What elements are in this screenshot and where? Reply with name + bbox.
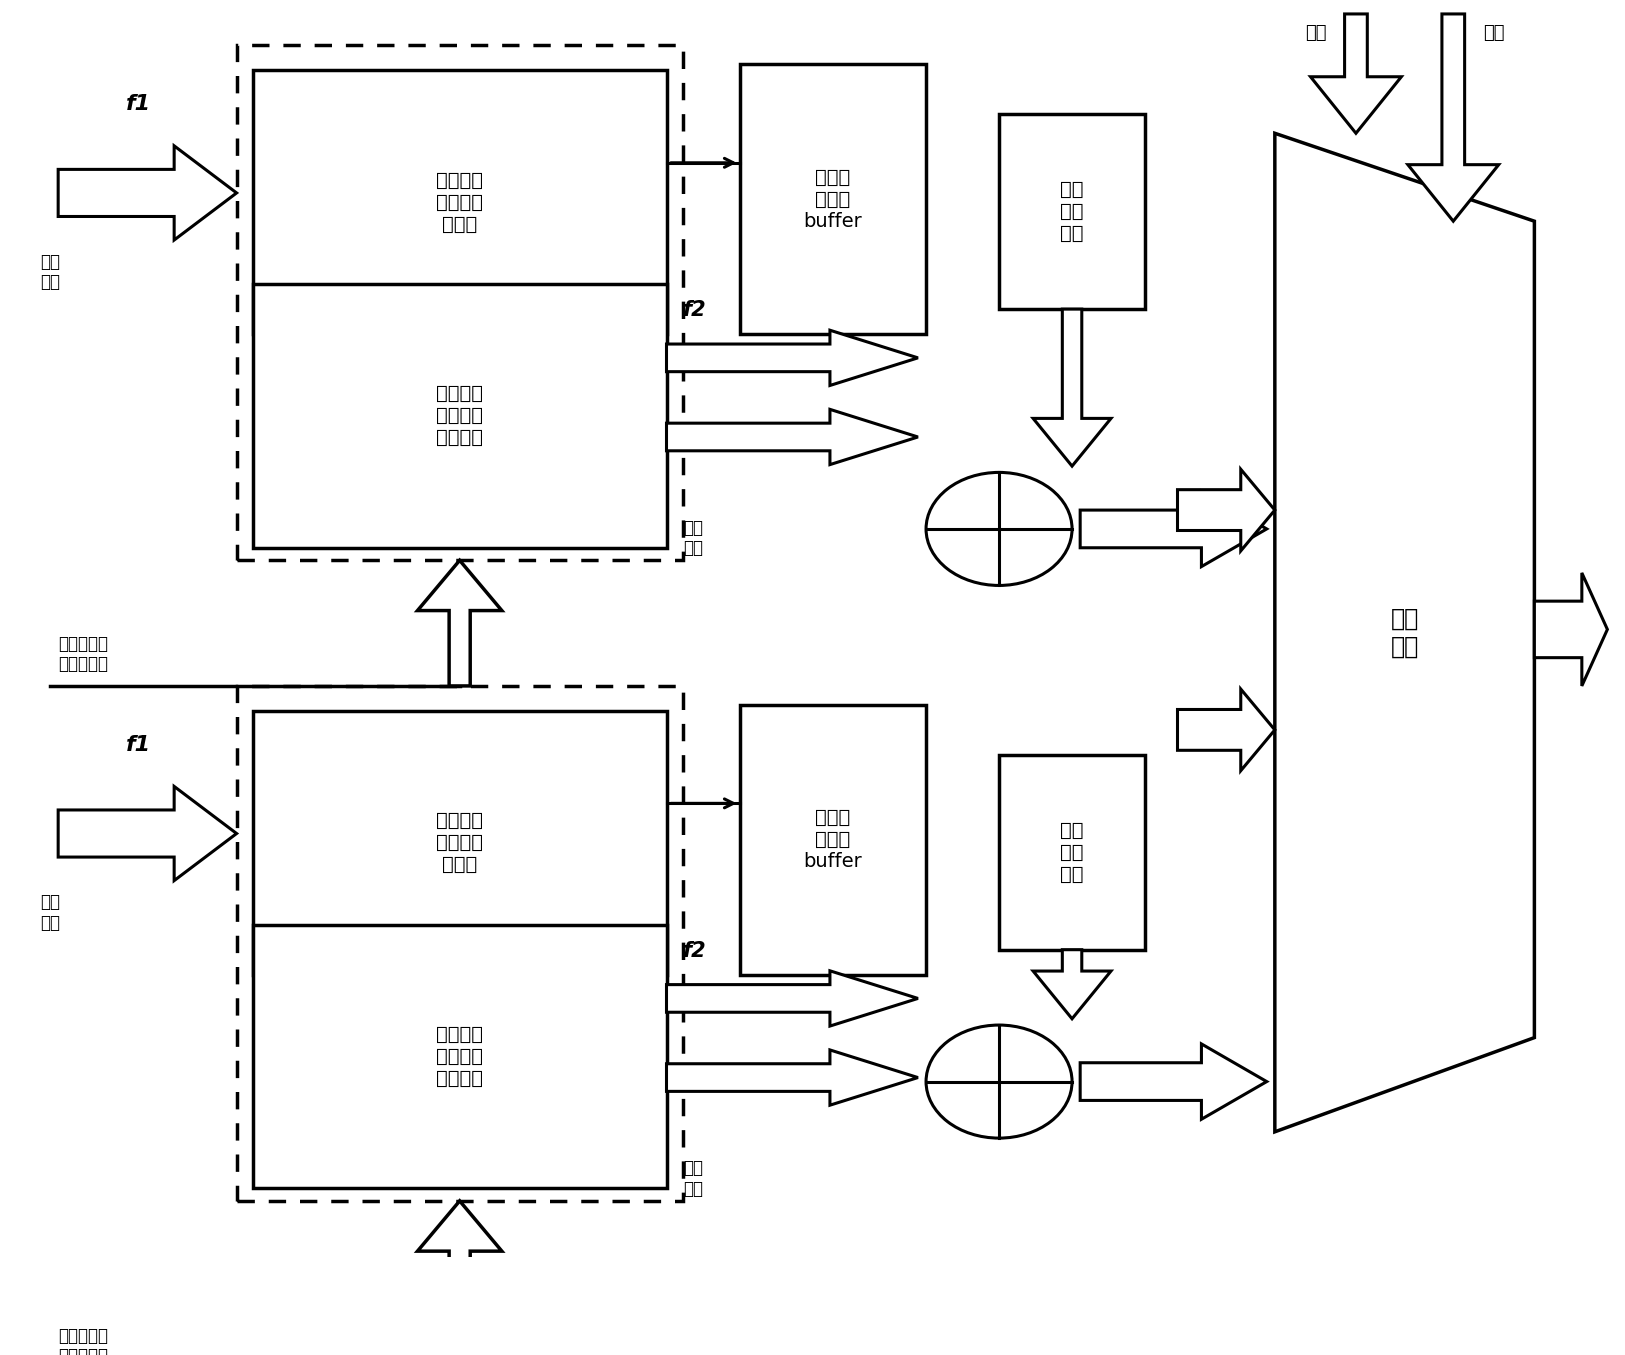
- Text: 第四通
道兵兵
buffer: 第四通 道兵兵 buffer: [803, 809, 863, 871]
- Text: 第四通道
待发送数
据存储器: 第四通道 待发送数 据存储器: [436, 1024, 483, 1088]
- Polygon shape: [418, 1201, 502, 1270]
- Bar: [739, 64, 926, 335]
- Text: f2: f2: [682, 940, 707, 961]
- Polygon shape: [666, 970, 918, 1026]
- Text: f2: f2: [682, 301, 707, 320]
- Circle shape: [926, 473, 1072, 585]
- Bar: [254, 711, 666, 974]
- Text: •: •: [452, 611, 466, 635]
- Bar: [237, 45, 682, 561]
- Polygon shape: [1178, 469, 1276, 551]
- Bar: [237, 686, 682, 1201]
- Text: 数据
写入: 数据 写入: [41, 893, 60, 932]
- Text: 第四通道使
能控制信号: 第四通道使 能控制信号: [58, 1327, 109, 1355]
- Polygon shape: [1407, 14, 1498, 221]
- Polygon shape: [1534, 573, 1607, 686]
- Polygon shape: [58, 146, 237, 240]
- Bar: [254, 924, 666, 1188]
- Bar: [254, 70, 666, 335]
- Polygon shape: [1276, 133, 1534, 1131]
- Text: 第一通
道兵兵
buffer: 第一通 道兵兵 buffer: [803, 168, 863, 230]
- Text: 第四通道
接收数据
存储器: 第四通道 接收数据 存储器: [436, 812, 483, 874]
- Polygon shape: [1034, 309, 1112, 466]
- Polygon shape: [1081, 1043, 1268, 1119]
- Text: f1: f1: [125, 95, 151, 114]
- Bar: [999, 755, 1146, 950]
- Text: •: •: [452, 642, 466, 667]
- Text: 第四
通道
标志: 第四 通道 标志: [1060, 821, 1084, 883]
- Polygon shape: [1310, 14, 1401, 133]
- Bar: [739, 705, 926, 974]
- Text: 第一通道
接收数据
存储器: 第一通道 接收数据 存储器: [436, 171, 483, 234]
- Circle shape: [926, 1026, 1072, 1138]
- Text: 数据
读出: 数据 读出: [682, 519, 702, 557]
- Polygon shape: [666, 409, 918, 465]
- Polygon shape: [1178, 690, 1276, 771]
- Bar: [254, 285, 666, 547]
- Text: 数据
写入: 数据 写入: [41, 252, 60, 291]
- Text: 第一通道使
能控制信号: 第一通道使 能控制信号: [58, 634, 109, 673]
- Text: •: •: [452, 580, 466, 604]
- Polygon shape: [418, 561, 502, 686]
- Text: 第一
通道
标志: 第一 通道 标志: [1060, 180, 1084, 244]
- Polygon shape: [666, 1050, 918, 1106]
- Text: 合路: 合路: [1305, 24, 1326, 42]
- Polygon shape: [666, 331, 918, 385]
- Text: 第一通道
待发送数
据存储器: 第一通道 待发送数 据存储器: [436, 385, 483, 447]
- Bar: [999, 114, 1146, 309]
- Polygon shape: [58, 786, 237, 881]
- Text: f1: f1: [125, 734, 151, 755]
- Text: 复用
合路: 复用 合路: [1391, 607, 1419, 659]
- Text: 数据
读出: 数据 读出: [682, 1160, 702, 1198]
- Polygon shape: [1034, 950, 1112, 1019]
- Text: 控制: 控制: [1484, 24, 1505, 42]
- Polygon shape: [1081, 492, 1268, 566]
